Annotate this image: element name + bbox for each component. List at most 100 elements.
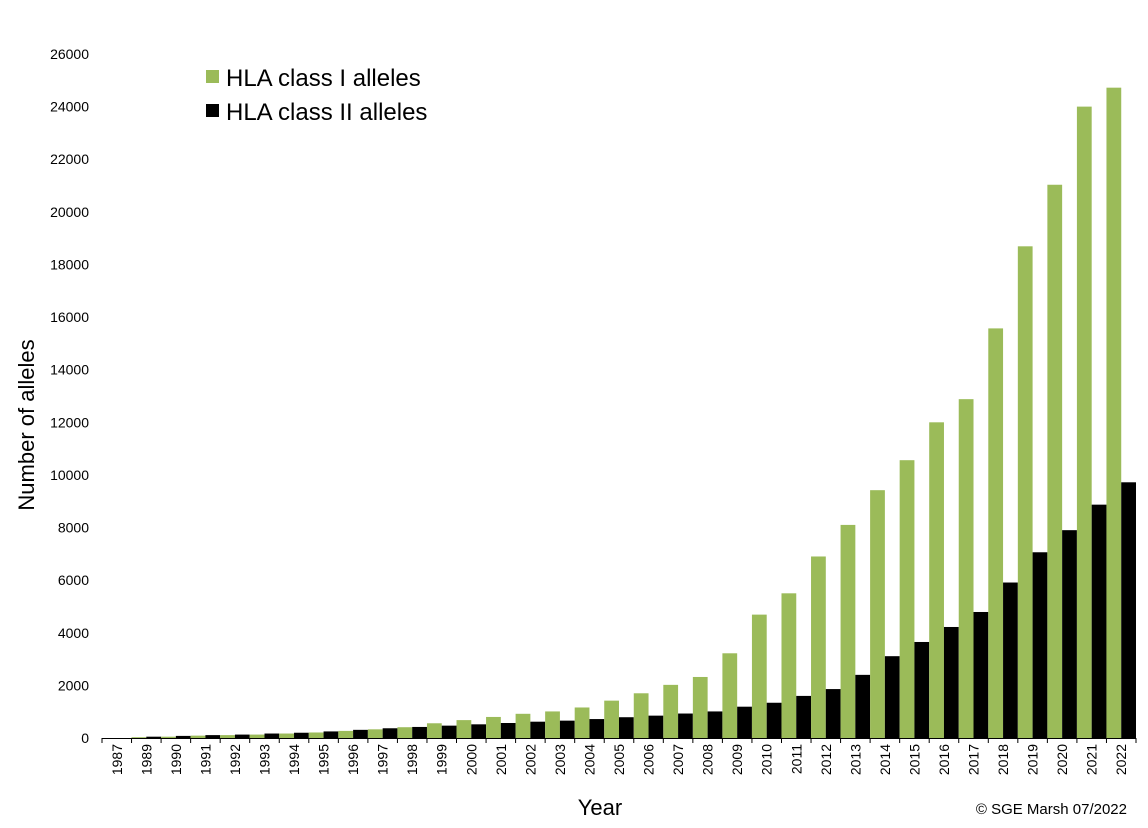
- bar-class-i: [397, 727, 413, 738]
- bar-class-ii: [589, 719, 605, 738]
- bar-class-ii: [559, 720, 575, 738]
- y-tick-label: 6000: [58, 572, 89, 588]
- x-tick-label: 1998: [404, 744, 420, 775]
- x-axis-title: Year: [578, 795, 622, 820]
- bar-class-i: [781, 593, 797, 738]
- x-tick-label: 2022: [1113, 744, 1129, 775]
- bar-class-ii: [323, 731, 339, 738]
- bars: [131, 87, 1136, 739]
- bar-class-ii: [737, 706, 752, 738]
- legend-swatch-class-ii: [206, 104, 219, 117]
- x-tick-label: 1995: [316, 744, 332, 775]
- bar-class-i: [929, 422, 944, 738]
- bar-class-i: [811, 556, 826, 738]
- bar-class-i: [308, 732, 324, 738]
- x-tick-label: 1996: [345, 744, 361, 775]
- bar-class-i: [249, 734, 265, 738]
- x-tick-label: 2007: [670, 744, 686, 775]
- bar-class-ii: [205, 735, 221, 738]
- bar-class-i: [574, 707, 590, 738]
- bar-class-ii: [766, 702, 782, 738]
- legend-swatch-class-i: [206, 70, 219, 83]
- x-tick-label: 2021: [1084, 744, 1100, 775]
- bar-class-ii: [294, 732, 309, 738]
- bar-class-ii: [973, 611, 989, 738]
- bar-class-ii: [234, 734, 250, 738]
- bar-class-i: [190, 735, 206, 738]
- x-tick-label: 2002: [522, 744, 538, 775]
- bar-class-i: [692, 676, 708, 738]
- bar-class-i: [722, 653, 738, 738]
- x-tick-label: 2000: [463, 744, 479, 775]
- bar-class-i: [1017, 246, 1033, 738]
- bar-class-i: [899, 460, 915, 738]
- bar-class-i: [456, 720, 472, 738]
- bar-class-i: [426, 723, 442, 738]
- bar-class-i: [161, 736, 176, 738]
- x-tick-label: 2018: [995, 744, 1011, 775]
- bar-class-ii: [619, 717, 634, 738]
- bar-class-ii: [382, 728, 398, 738]
- bar-class-ii: [855, 674, 871, 738]
- x-tick-label: 2009: [729, 744, 745, 775]
- x-tick-label: 2019: [1025, 744, 1041, 775]
- bar-class-i: [545, 711, 560, 738]
- x-tick-label: 2015: [906, 744, 922, 775]
- y-tick-label: 4000: [58, 625, 89, 641]
- bar-class-i: [870, 490, 885, 738]
- bar-class-i: [840, 524, 856, 738]
- y-tick-label: 20000: [50, 204, 89, 220]
- bar-class-i: [131, 737, 147, 738]
- legend-label-class-i: HLA class I alleles: [226, 65, 421, 92]
- bar-class-i: [604, 700, 619, 738]
- bar-class-ii: [678, 713, 693, 738]
- bar-class-ii: [1003, 582, 1018, 738]
- bar-class-ii: [796, 695, 812, 738]
- y-tick-label: 14000: [50, 362, 89, 378]
- bar-class-ii: [884, 656, 900, 738]
- bar-class-ii: [175, 735, 191, 738]
- x-tick-label: 2010: [759, 744, 775, 775]
- bar-class-i: [338, 730, 354, 738]
- copyright-credit: © SGE Marsh 07/2022: [976, 801, 1127, 818]
- bar-class-ii: [146, 736, 162, 738]
- bar-class-i: [663, 684, 679, 738]
- bar-class-ii: [1032, 552, 1048, 738]
- bar-class-i: [958, 399, 974, 738]
- bar-class-i: [633, 693, 649, 738]
- x-tick-label: 1987: [109, 744, 125, 775]
- x-tick-label: 2005: [611, 744, 627, 775]
- bar-class-ii: [441, 725, 457, 738]
- bar-class-ii: [471, 724, 487, 738]
- x-tick-label: 2012: [818, 744, 834, 775]
- bar-class-i: [220, 735, 235, 738]
- bar-class-ii: [1121, 482, 1136, 738]
- y-axis-title: Number of alleles: [14, 339, 39, 510]
- x-tick-label: 1994: [286, 744, 302, 775]
- bar-class-ii: [1091, 504, 1107, 738]
- bar-class-i: [367, 729, 383, 738]
- y-tick-label: 10000: [50, 467, 89, 483]
- bar-class-ii: [825, 689, 841, 738]
- bar-class-ii: [914, 641, 930, 738]
- bar-class-ii: [412, 726, 427, 738]
- x-tick-label: 2017: [966, 744, 982, 775]
- x-tick-label: 2006: [641, 744, 657, 775]
- x-tick-label: 1991: [197, 744, 213, 775]
- y-tick-label: 12000: [50, 414, 89, 430]
- x-tick-label: 2013: [847, 744, 863, 775]
- bar-class-ii: [500, 723, 516, 738]
- bar-class-i: [1076, 106, 1092, 739]
- bar-class-i: [486, 716, 501, 738]
- x-tick-label: 2003: [552, 744, 568, 775]
- y-tick-label: 16000: [50, 309, 89, 325]
- bar-class-ii: [353, 729, 368, 738]
- bar-class-i: [279, 733, 295, 738]
- x-tick-label: 1992: [227, 744, 243, 775]
- bar-class-i: [988, 328, 1004, 738]
- x-tick-label: 2020: [1054, 744, 1070, 775]
- y-tick-label: 26000: [50, 46, 89, 62]
- bar-class-i: [1106, 87, 1122, 739]
